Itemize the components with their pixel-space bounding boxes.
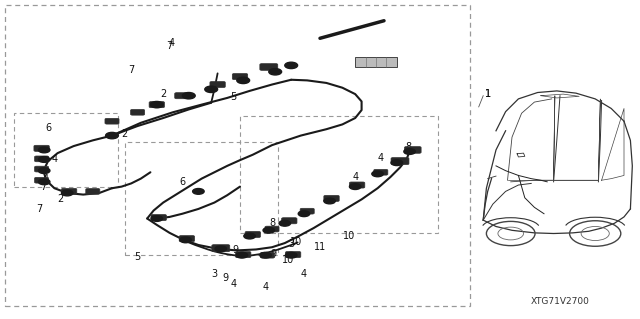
- Text: 4: 4: [43, 174, 49, 184]
- Text: 4: 4: [262, 282, 269, 292]
- FancyBboxPatch shape: [149, 101, 164, 108]
- FancyBboxPatch shape: [34, 145, 49, 151]
- Text: XTG71V2700: XTG71V2700: [531, 297, 589, 306]
- Circle shape: [38, 147, 50, 153]
- FancyBboxPatch shape: [324, 195, 339, 202]
- Text: 10: 10: [342, 231, 355, 241]
- Circle shape: [285, 252, 297, 258]
- Circle shape: [215, 246, 227, 252]
- FancyBboxPatch shape: [391, 158, 409, 165]
- Bar: [125, 142, 278, 255]
- Text: 3: 3: [211, 269, 218, 279]
- Circle shape: [38, 157, 50, 162]
- FancyBboxPatch shape: [61, 188, 77, 194]
- Text: 9: 9: [232, 245, 239, 256]
- Bar: [240, 116, 438, 233]
- Text: 4: 4: [168, 38, 175, 48]
- Circle shape: [237, 77, 250, 84]
- FancyBboxPatch shape: [179, 235, 195, 242]
- Text: 8: 8: [269, 218, 275, 228]
- Bar: [14, 113, 118, 187]
- Circle shape: [260, 252, 271, 258]
- Text: 1: 1: [484, 89, 491, 99]
- FancyBboxPatch shape: [35, 156, 49, 162]
- Text: 3: 3: [288, 239, 294, 249]
- Text: 4: 4: [230, 279, 237, 289]
- FancyBboxPatch shape: [86, 189, 100, 194]
- Text: 9: 9: [223, 272, 229, 283]
- Circle shape: [180, 237, 191, 243]
- FancyBboxPatch shape: [236, 251, 251, 258]
- Text: 4: 4: [352, 172, 358, 182]
- Bar: [5, 5, 470, 306]
- FancyBboxPatch shape: [212, 245, 230, 252]
- Circle shape: [182, 93, 195, 99]
- Text: 9: 9: [270, 249, 276, 259]
- Circle shape: [404, 149, 415, 154]
- Circle shape: [38, 168, 50, 174]
- Text: 6: 6: [45, 122, 51, 133]
- Circle shape: [349, 184, 361, 189]
- Text: 2: 2: [160, 89, 166, 99]
- Text: 7: 7: [128, 65, 134, 75]
- Text: 11: 11: [314, 242, 326, 252]
- Text: 5: 5: [134, 252, 141, 262]
- FancyBboxPatch shape: [260, 63, 278, 70]
- Circle shape: [236, 252, 248, 258]
- Text: 5: 5: [230, 92, 237, 102]
- FancyBboxPatch shape: [374, 169, 388, 175]
- Circle shape: [61, 190, 73, 196]
- Circle shape: [263, 227, 275, 233]
- Text: 4: 4: [51, 154, 58, 165]
- FancyBboxPatch shape: [282, 218, 297, 224]
- Text: 2: 2: [58, 194, 64, 204]
- Circle shape: [193, 189, 204, 194]
- Circle shape: [324, 198, 335, 204]
- Text: 2: 2: [122, 129, 128, 139]
- Circle shape: [391, 160, 403, 166]
- FancyBboxPatch shape: [35, 177, 49, 183]
- Circle shape: [269, 69, 282, 75]
- FancyBboxPatch shape: [260, 252, 275, 258]
- FancyBboxPatch shape: [131, 109, 145, 115]
- Text: 8: 8: [405, 142, 412, 152]
- Text: 7: 7: [40, 182, 46, 192]
- FancyBboxPatch shape: [35, 166, 49, 172]
- FancyBboxPatch shape: [349, 182, 365, 188]
- Circle shape: [150, 101, 163, 108]
- Circle shape: [106, 132, 118, 139]
- FancyBboxPatch shape: [245, 232, 260, 237]
- FancyBboxPatch shape: [210, 81, 225, 87]
- Circle shape: [38, 179, 50, 185]
- Circle shape: [279, 220, 291, 226]
- FancyBboxPatch shape: [300, 208, 314, 214]
- Circle shape: [244, 233, 255, 239]
- FancyBboxPatch shape: [404, 146, 421, 153]
- Bar: [355, 57, 397, 67]
- FancyBboxPatch shape: [175, 93, 190, 99]
- Text: 4: 4: [301, 269, 307, 279]
- Circle shape: [151, 216, 163, 221]
- FancyBboxPatch shape: [105, 118, 119, 124]
- FancyBboxPatch shape: [265, 226, 279, 232]
- Circle shape: [372, 171, 383, 177]
- FancyBboxPatch shape: [232, 73, 248, 80]
- FancyBboxPatch shape: [285, 251, 301, 258]
- Circle shape: [205, 86, 218, 93]
- Circle shape: [285, 62, 298, 69]
- Text: 6: 6: [179, 177, 186, 187]
- FancyBboxPatch shape: [151, 214, 166, 221]
- Circle shape: [298, 211, 310, 217]
- Text: 10: 10: [282, 255, 294, 265]
- Text: 10: 10: [289, 237, 302, 248]
- Text: 7: 7: [36, 204, 43, 214]
- Text: 4: 4: [378, 153, 384, 163]
- Text: 1: 1: [484, 89, 491, 99]
- Text: 7: 7: [166, 41, 173, 51]
